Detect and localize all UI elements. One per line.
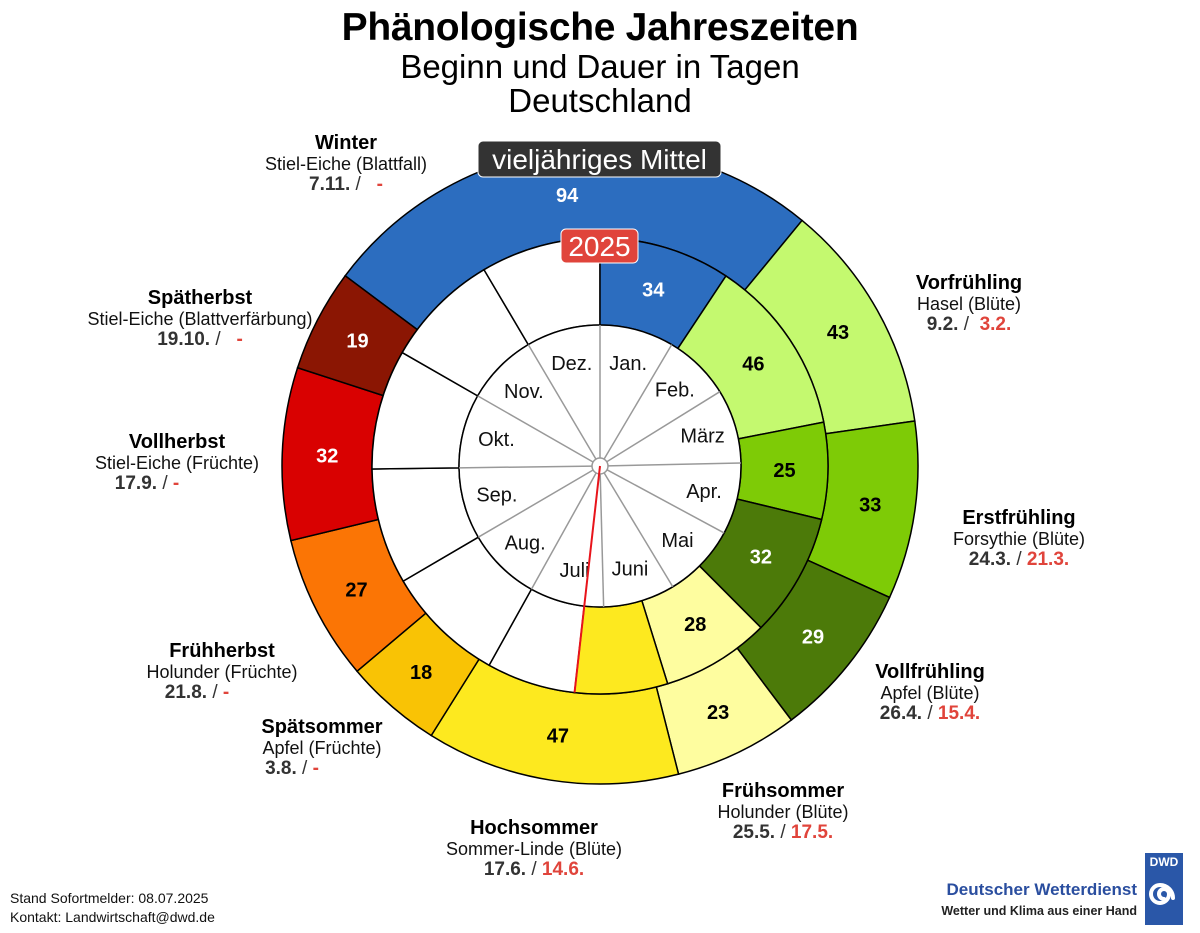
logo-slogan: Wetter und Klima aus einer Hand (941, 904, 1137, 918)
segment-days: 27 (345, 579, 367, 601)
segment-days: 46 (742, 353, 764, 375)
month-label: Feb. (655, 380, 695, 402)
month-label: Okt. (478, 429, 515, 451)
chart-title-block: Phänologische Jahreszeiten Beginn und Da… (0, 6, 1200, 118)
month-label: März (680, 426, 724, 448)
svg-text:2025: 2025 (568, 231, 630, 262)
month-label: Dez. (551, 353, 592, 375)
month-label: Juli (559, 560, 589, 582)
segment-days: 32 (316, 445, 338, 467)
segment-days: 23 (707, 702, 729, 724)
inner-ring-2025: 34 46 25 32 28 (371, 237, 829, 695)
svg-text:vieljähriges Mittel: vieljähriges Mittel (492, 144, 707, 175)
label-winter: Winter Stiel-Eiche (Blattfall) 7.11. / - (264, 132, 428, 195)
segment-days: 34 (642, 279, 665, 301)
spiral-icon (1149, 882, 1175, 905)
segment-days: 94 (556, 185, 579, 207)
segment-days: 18 (410, 662, 432, 684)
month-label: Aug. (505, 532, 546, 554)
status-text: Stand Sofortmelder: 08.07.2025 (10, 890, 209, 906)
segment-days: 43 (827, 322, 849, 344)
chart-title: Phänologische Jahreszeiten (341, 6, 859, 49)
chart-region: Deutschland (508, 82, 692, 119)
footer: Stand Sofortmelder: 08.07.2025 Kontakt: … (10, 889, 215, 927)
segment-days: 33 (859, 495, 881, 517)
label-vollherbst: Vollherbst Stiel-Eiche (Früchte) 17.9. /… (94, 431, 260, 494)
segment-days: 47 (547, 726, 569, 748)
label-vorfruehling: Vorfrühling Hasel (Blüte) 9.2. / 3.2. (915, 272, 1023, 335)
segment-days: 29 (802, 627, 824, 649)
segment-days: 28 (684, 614, 706, 636)
month-label: Sep. (476, 485, 517, 507)
segment-days: 25 (773, 460, 795, 482)
month-label: Jan. (609, 353, 647, 375)
label-fruehsommer: Frühsommer Holunder (Blüte) 25.5. / 17.5… (717, 780, 849, 843)
ring-badges: vieljähriges Mittel 2025 (477, 140, 722, 264)
badge-2025: 2025 (560, 228, 639, 264)
label-fruehherbst: Frühherbst Holunder (Früchte) 21.8. / - (146, 640, 298, 703)
label-erstfruehling: Erstfrühling Forsythie (Blüte) 24.3. / 2… (952, 507, 1086, 570)
month-label: Nov. (504, 381, 544, 403)
label-hochsommer: Hochsommer Sommer-Linde (Blüte) 17.6. / … (445, 817, 623, 880)
current-date-marker (573, 465, 601, 693)
month-label: Juni (612, 559, 649, 581)
month-label: Mai (661, 530, 693, 552)
month-label: Apr. (686, 481, 722, 503)
badge-mean: vieljähriges Mittel (477, 140, 722, 178)
label-vollfruehling: Vollfrühling Apfel (Blüte) 26.4. / 15.4. (875, 661, 985, 724)
chart-subtitle: Beginn und Dauer in Tagen (400, 48, 800, 85)
dwd-badge: DWD (1145, 853, 1183, 925)
segment-days: 19 (346, 330, 368, 352)
contact-text: Kontakt: Landwirtschaft@dwd.de (10, 909, 215, 925)
label-spaetherbst: Spätherbst Stiel-Eiche (Blattverfärbung)… (87, 287, 313, 350)
segment-days: 32 (750, 546, 772, 568)
logo-org-name: Deutscher Wetterdienst (946, 880, 1137, 899)
label-spaetsommer: Spätsommer Apfel (Früchte) 3.8. / - (261, 716, 383, 779)
